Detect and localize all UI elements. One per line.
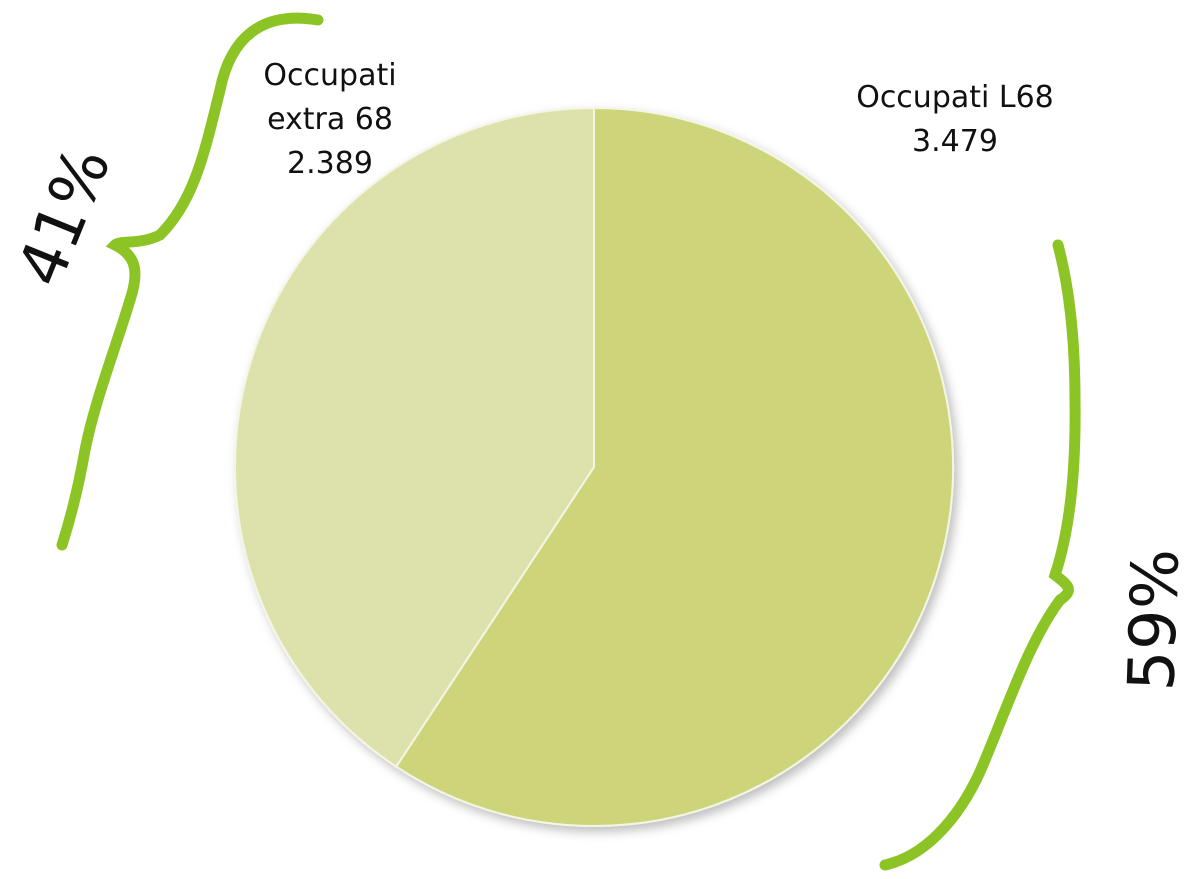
pie-slice [234, 106, 595, 768]
value-label: 2.389 [287, 146, 373, 181]
pie-slice [394, 106, 954, 827]
category-label: Occupati L68 [856, 80, 1054, 115]
brace-right [879, 239, 1081, 871]
percent-annotation: 41% [4, 137, 126, 297]
pie [234, 106, 954, 827]
value-label: 3.479 [912, 124, 998, 159]
brace-left [56, 12, 324, 551]
category-label: Occupati extra 68 [263, 58, 397, 137]
slice-label: Occupati extra 68 2.389 [240, 54, 420, 186]
percent-annotation: 59% [1115, 548, 1194, 693]
slice-label: Occupati L68 3.479 [810, 76, 1100, 164]
